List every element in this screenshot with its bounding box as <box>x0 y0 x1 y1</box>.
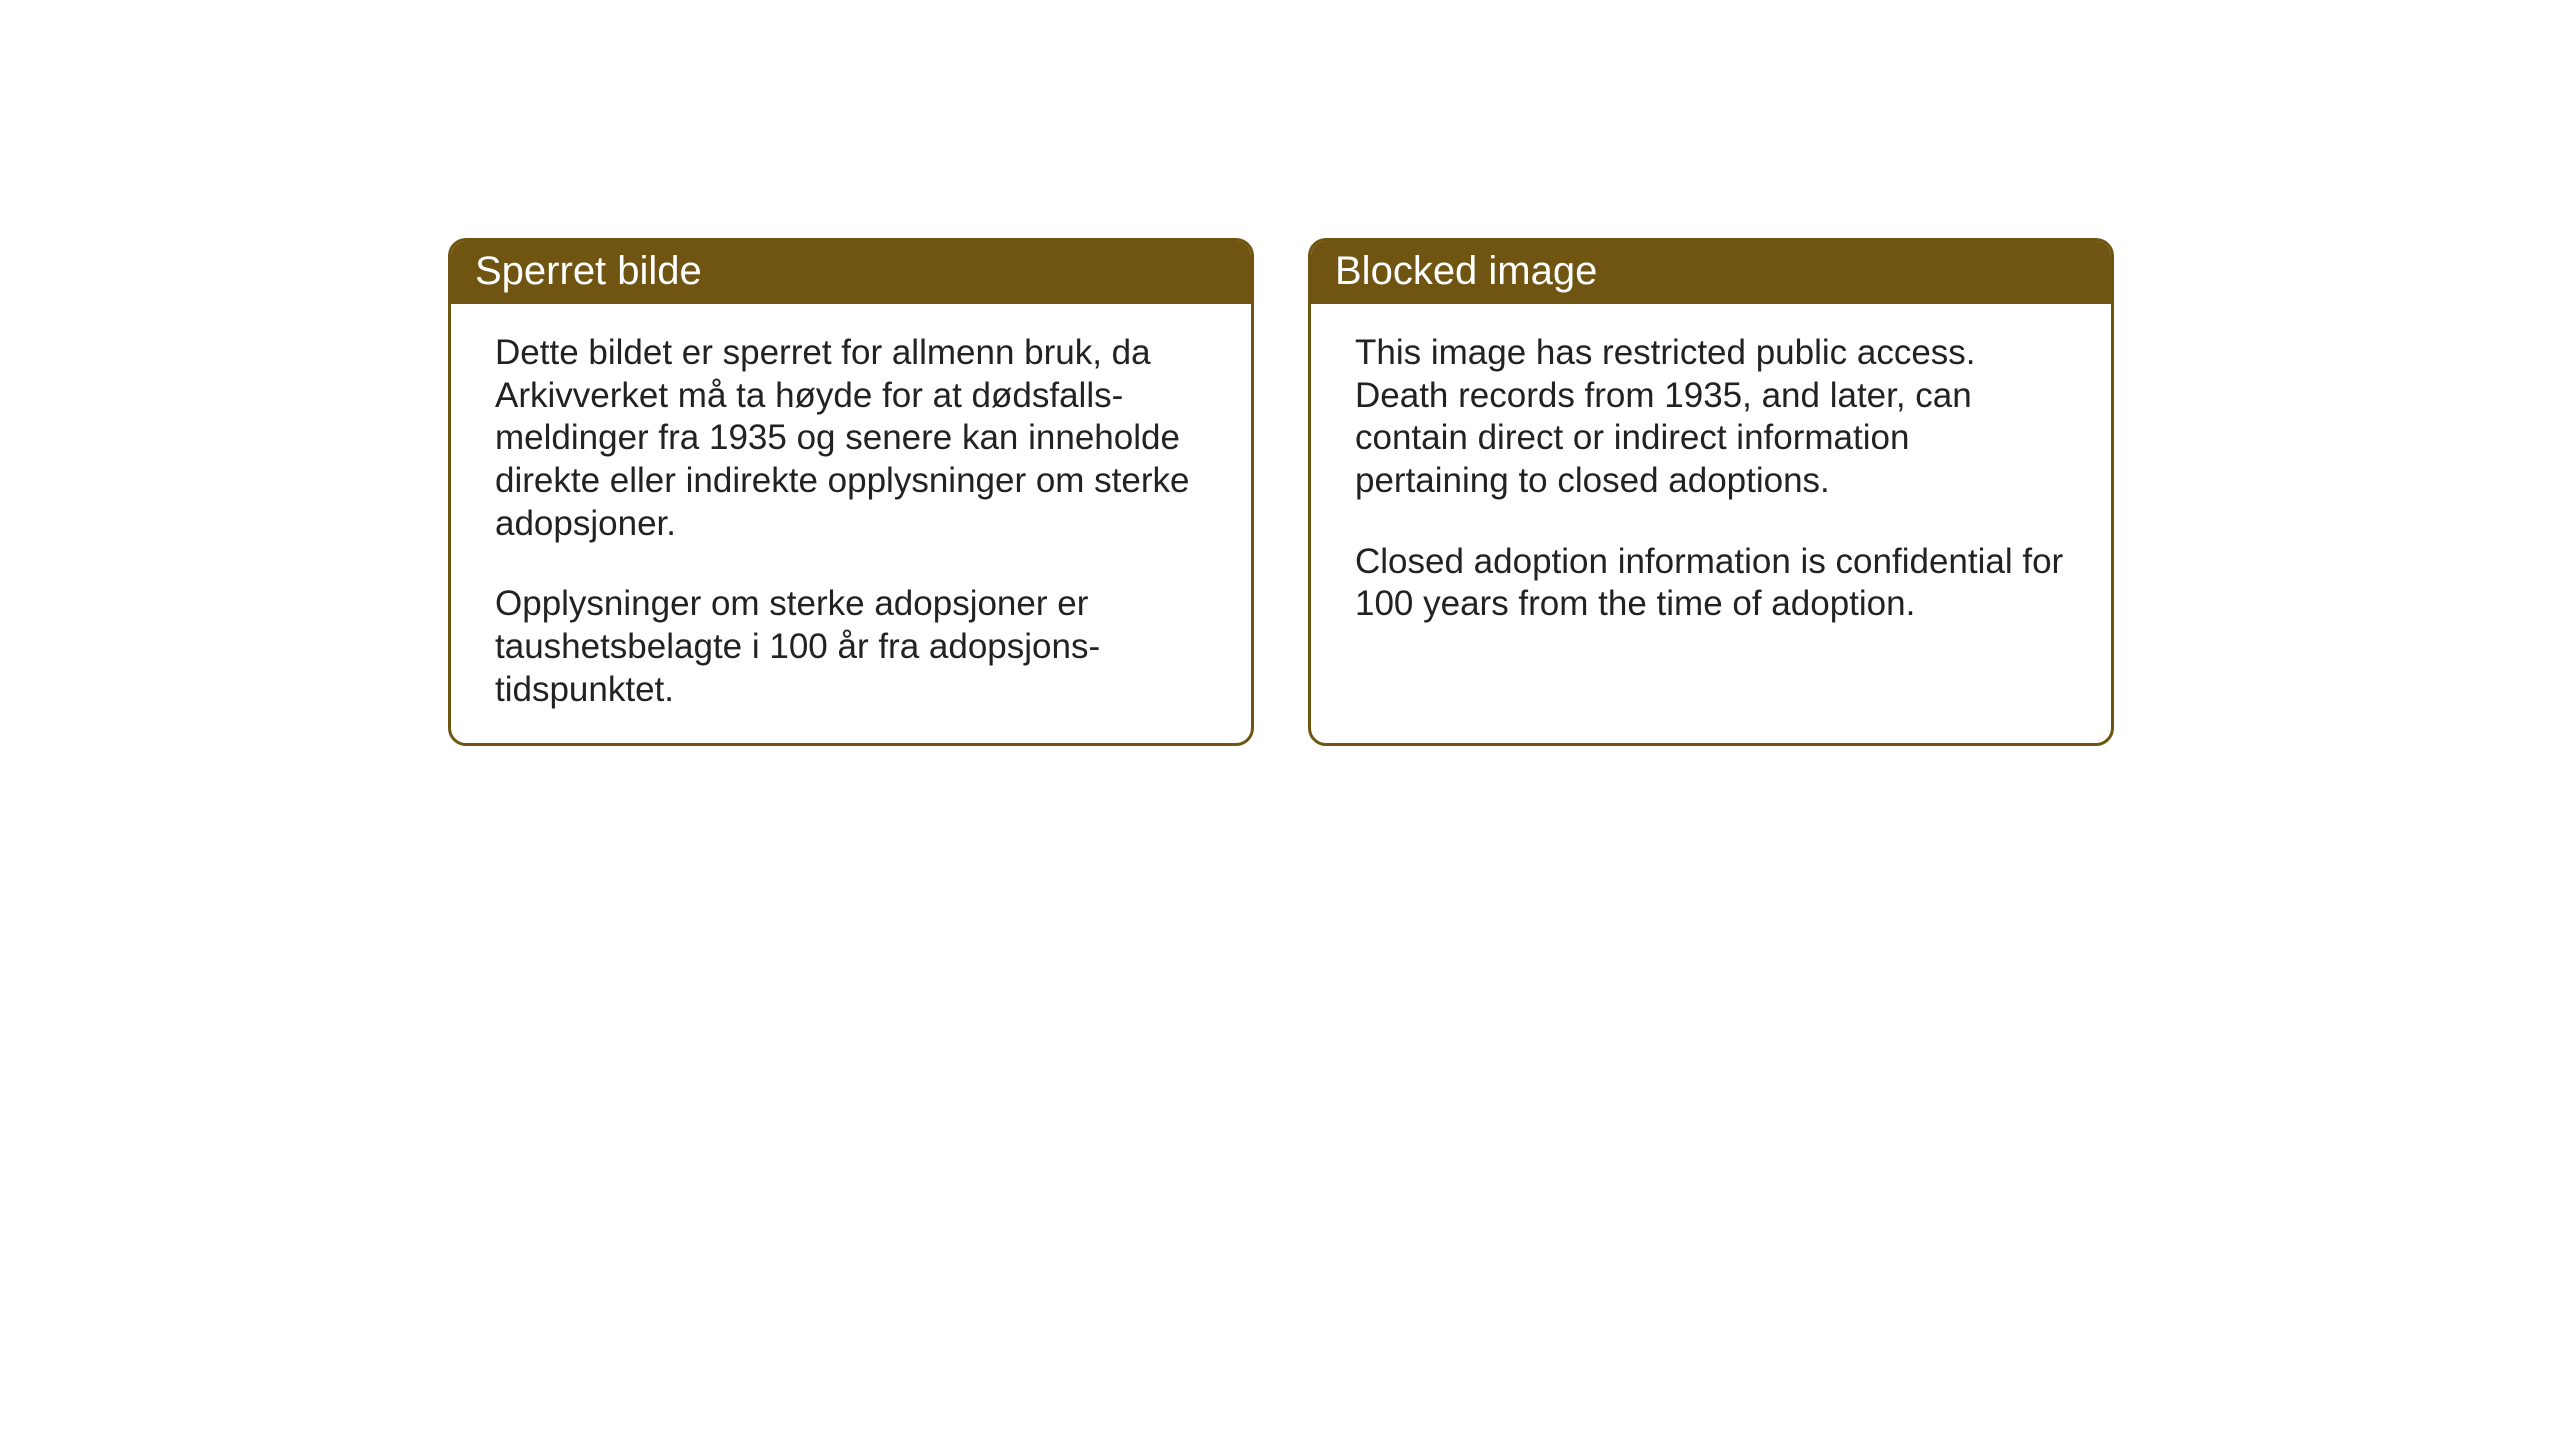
card-paragraph-1-norwegian: Dette bildet er sperret for allmenn bruk… <box>495 332 1207 545</box>
card-norwegian: Sperret bilde Dette bildet er sperret fo… <box>448 238 1254 746</box>
card-paragraph-2-norwegian: Opplysninger om sterke adopsjoner er tau… <box>495 583 1207 711</box>
card-header-english: Blocked image <box>1311 241 2111 304</box>
card-english: Blocked image This image has restricted … <box>1308 238 2114 746</box>
card-body-norwegian: Dette bildet er sperret for allmenn bruk… <box>451 304 1251 746</box>
cards-container: Sperret bilde Dette bildet er sperret fo… <box>0 0 2560 746</box>
card-paragraph-1-english: This image has restricted public access.… <box>1355 332 2067 503</box>
card-header-norwegian: Sperret bilde <box>451 241 1251 304</box>
card-body-english: This image has restricted public access.… <box>1311 304 2111 692</box>
card-paragraph-2-english: Closed adoption information is confident… <box>1355 541 2067 626</box>
